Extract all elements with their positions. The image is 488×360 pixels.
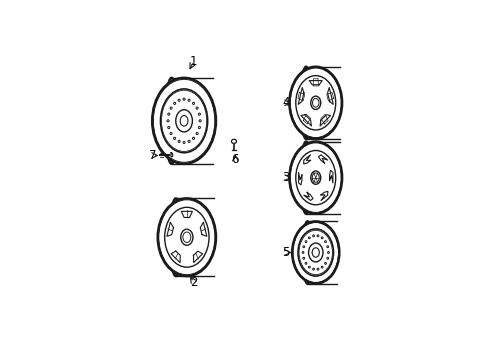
Ellipse shape [170, 107, 172, 109]
Polygon shape [308, 81, 322, 85]
Polygon shape [171, 153, 172, 157]
Ellipse shape [310, 171, 320, 184]
Ellipse shape [183, 141, 185, 144]
Polygon shape [298, 172, 301, 185]
Ellipse shape [170, 132, 172, 135]
Polygon shape [329, 170, 332, 183]
Ellipse shape [170, 198, 181, 276]
Ellipse shape [231, 139, 236, 143]
Polygon shape [300, 115, 311, 126]
Ellipse shape [300, 141, 311, 214]
Text: 6: 6 [231, 153, 239, 166]
Ellipse shape [196, 132, 198, 135]
Ellipse shape [289, 141, 342, 214]
Ellipse shape [316, 235, 318, 237]
Ellipse shape [327, 252, 329, 253]
Ellipse shape [158, 198, 216, 276]
Ellipse shape [173, 102, 175, 104]
Ellipse shape [308, 237, 310, 239]
Polygon shape [193, 251, 202, 262]
Ellipse shape [198, 113, 200, 115]
Text: 1: 1 [190, 55, 197, 68]
Ellipse shape [181, 229, 193, 245]
Ellipse shape [302, 246, 304, 248]
Ellipse shape [187, 99, 190, 101]
Ellipse shape [196, 107, 198, 109]
Ellipse shape [321, 266, 323, 268]
Ellipse shape [178, 99, 180, 101]
Ellipse shape [308, 266, 310, 268]
Ellipse shape [166, 120, 169, 122]
Text: 5: 5 [282, 246, 289, 259]
Ellipse shape [173, 137, 175, 139]
Ellipse shape [152, 78, 216, 164]
Ellipse shape [316, 268, 318, 270]
Ellipse shape [183, 98, 185, 100]
Text: 3: 3 [282, 171, 289, 184]
Ellipse shape [292, 221, 339, 284]
Text: 2: 2 [190, 276, 197, 289]
Ellipse shape [199, 120, 201, 122]
Ellipse shape [312, 235, 314, 237]
Ellipse shape [302, 257, 304, 259]
Ellipse shape [324, 262, 326, 264]
Ellipse shape [310, 96, 320, 109]
Ellipse shape [175, 110, 192, 132]
Ellipse shape [300, 67, 311, 139]
Ellipse shape [198, 126, 200, 129]
Ellipse shape [167, 126, 169, 129]
Ellipse shape [192, 137, 194, 139]
Text: 7: 7 [149, 149, 157, 162]
Ellipse shape [326, 246, 328, 248]
Ellipse shape [302, 221, 311, 284]
Ellipse shape [305, 262, 306, 264]
Ellipse shape [165, 78, 178, 164]
Polygon shape [318, 155, 327, 163]
Ellipse shape [187, 140, 190, 143]
Text: 4: 4 [282, 96, 289, 109]
Ellipse shape [326, 257, 328, 259]
Polygon shape [298, 87, 304, 104]
Ellipse shape [321, 237, 323, 239]
Ellipse shape [178, 140, 180, 143]
Polygon shape [181, 211, 192, 217]
Polygon shape [320, 115, 330, 126]
Ellipse shape [324, 241, 326, 243]
Polygon shape [303, 192, 312, 201]
Polygon shape [303, 155, 310, 164]
Ellipse shape [167, 113, 169, 115]
Polygon shape [327, 87, 333, 104]
Polygon shape [320, 191, 327, 201]
Ellipse shape [289, 67, 342, 139]
Ellipse shape [302, 252, 303, 253]
Ellipse shape [192, 102, 194, 104]
Ellipse shape [305, 241, 306, 243]
Polygon shape [171, 251, 180, 262]
Polygon shape [200, 222, 206, 236]
Ellipse shape [312, 268, 314, 270]
Ellipse shape [308, 243, 322, 262]
Polygon shape [166, 222, 173, 236]
